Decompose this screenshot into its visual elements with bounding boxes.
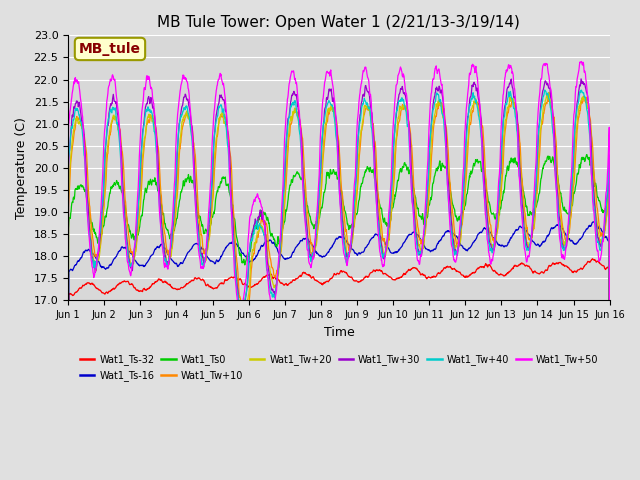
Wat1_Tw+30 xyxy=(372,181,380,187)
Wat1_Ts-32 xyxy=(106,288,114,294)
Wat1_Ts-16 xyxy=(372,231,380,237)
Title: MB Tule Tower: Open Water 1 (2/21/13-3/19/14): MB Tule Tower: Open Water 1 (2/21/13-3/1… xyxy=(157,15,520,30)
Wat1_Tw+10 xyxy=(315,220,323,226)
Wat1_Ts0 xyxy=(294,170,301,176)
Wat1_Tw+10 xyxy=(580,93,588,99)
Legend: Wat1_Ts-32, Wat1_Ts-16, Wat1_Ts0, Wat1_Tw+10, Wat1_Tw+20, Wat1_Tw+30, Wat1_Tw+40: Wat1_Ts-32, Wat1_Ts-16, Wat1_Ts0, Wat1_T… xyxy=(76,350,602,385)
Line: Wat1_Ts-16: Wat1_Ts-16 xyxy=(68,222,610,480)
Wat1_Tw+50 xyxy=(372,197,380,203)
Wat1_Tw+10 xyxy=(106,132,114,138)
Wat1_Ts0 xyxy=(106,191,114,196)
Wat1_Tw+30 xyxy=(606,456,614,461)
Wat1_Tw+50 xyxy=(315,177,323,182)
Wat1_Tw+40 xyxy=(128,261,136,267)
Wat1_Tw+50 xyxy=(106,79,114,84)
Wat1_Tw+30 xyxy=(294,103,301,108)
Wat1_Tw+10 xyxy=(372,156,380,162)
Wat1_Ts-32 xyxy=(128,281,136,287)
Wat1_Ts-32 xyxy=(372,267,380,273)
Wat1_Ts-16 xyxy=(589,219,597,225)
Line: Wat1_Tw+50: Wat1_Tw+50 xyxy=(68,61,610,436)
Wat1_Tw+20 xyxy=(545,89,553,95)
X-axis label: Time: Time xyxy=(323,326,355,339)
Wat1_Tw+40 xyxy=(372,198,380,204)
Wat1_Ts-16 xyxy=(128,252,136,257)
Wat1_Ts-16 xyxy=(106,262,114,268)
Wat1_Tw+30 xyxy=(305,244,313,250)
Wat1_Tw+20 xyxy=(606,471,614,477)
Wat1_Tw+30 xyxy=(315,196,323,202)
Wat1_Tw+20 xyxy=(128,262,136,267)
Line: Wat1_Tw+30: Wat1_Tw+30 xyxy=(68,79,610,464)
Wat1_Ts0 xyxy=(372,180,380,185)
Wat1_Tw+50 xyxy=(64,433,72,439)
Wat1_Tw+20 xyxy=(315,213,323,219)
Line: Wat1_Tw+40: Wat1_Tw+40 xyxy=(68,90,610,457)
Wat1_Tw+30 xyxy=(128,267,136,273)
Wat1_Tw+10 xyxy=(606,473,614,479)
Wat1_Tw+10 xyxy=(128,249,136,254)
Wat1_Tw+40 xyxy=(64,455,72,460)
Wat1_Tw+10 xyxy=(305,227,313,232)
Wat1_Ts-16 xyxy=(305,239,313,245)
Wat1_Ts-32 xyxy=(305,272,313,278)
Line: Wat1_Tw+10: Wat1_Tw+10 xyxy=(68,96,610,480)
Line: Wat1_Ts-32: Wat1_Ts-32 xyxy=(68,259,610,480)
Line: Wat1_Tw+20: Wat1_Tw+20 xyxy=(68,92,610,480)
Wat1_Tw+20 xyxy=(305,240,313,246)
Wat1_Ts0 xyxy=(128,234,136,240)
Wat1_Tw+50 xyxy=(305,260,313,266)
Wat1_Ts-32 xyxy=(315,279,323,285)
Wat1_Tw+40 xyxy=(106,107,114,113)
Wat1_Tw+40 xyxy=(541,87,548,93)
Wat1_Tw+10 xyxy=(294,109,301,115)
Wat1_Tw+50 xyxy=(128,263,136,268)
Wat1_Tw+30 xyxy=(106,104,114,110)
Wat1_Tw+20 xyxy=(106,127,114,132)
Wat1_Tw+30 xyxy=(577,76,585,82)
Wat1_Tw+50 xyxy=(606,431,614,437)
Wat1_Ts0 xyxy=(305,210,313,216)
Wat1_Ts-32 xyxy=(294,275,301,281)
Wat1_Ts-16 xyxy=(294,242,301,248)
Wat1_Ts-32 xyxy=(589,256,596,262)
Wat1_Tw+40 xyxy=(305,252,313,258)
Y-axis label: Temperature (C): Temperature (C) xyxy=(15,117,28,219)
Wat1_Tw+40 xyxy=(294,115,301,120)
Wat1_Ts0 xyxy=(583,152,591,157)
Wat1_Tw+40 xyxy=(606,447,614,453)
Wat1_Tw+40 xyxy=(315,195,323,201)
Wat1_Tw+30 xyxy=(64,461,72,467)
Wat1_Ts0 xyxy=(315,215,323,221)
Line: Wat1_Ts0: Wat1_Ts0 xyxy=(68,155,610,480)
Wat1_Tw+50 xyxy=(294,97,301,103)
Wat1_Tw+20 xyxy=(372,181,380,187)
Wat1_Tw+20 xyxy=(294,115,301,120)
Wat1_Ts-16 xyxy=(315,252,323,258)
Wat1_Tw+50 xyxy=(578,59,586,64)
Text: MB_tule: MB_tule xyxy=(79,42,141,56)
